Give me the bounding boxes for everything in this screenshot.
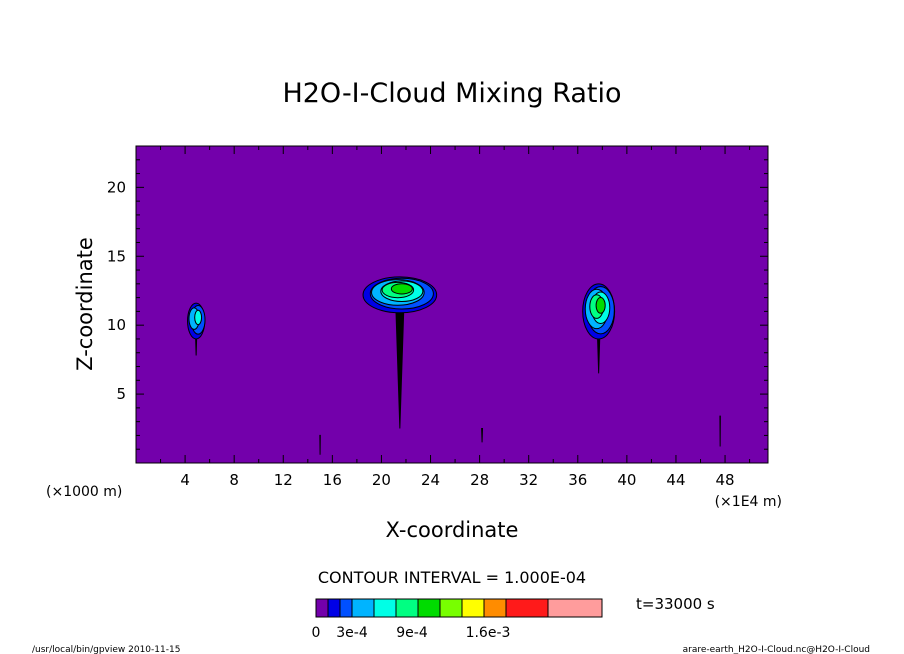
colorbar-label-0: 0 — [312, 625, 321, 641]
colorbar-swatch-6 — [417, 598, 441, 618]
footer-left: /usr/local/bin/gpview 2010-11-15 — [32, 645, 180, 654]
colorbar-swatch-2 — [339, 598, 353, 618]
contour-interval-label: CONTOUR INTERVAL = 1.000E-04 — [318, 568, 586, 587]
colorbar-swatch-4 — [373, 598, 397, 618]
x-tick-label-1: 8 — [229, 471, 239, 489]
x-tick-label-8: 36 — [568, 471, 587, 489]
colorbar-swatch-9 — [483, 598, 507, 618]
colorbar-labels: 0 3e-4 9e-4 1.6e-3 — [312, 625, 511, 641]
colorbar-swatch-5 — [395, 598, 419, 618]
y-tick-label-1: 10 — [107, 316, 126, 334]
colorbar-swatch-0 — [315, 598, 329, 618]
colorbar-label-1: 3e-4 — [336, 625, 368, 641]
contour-features — [187, 276, 721, 455]
y-tick-label-3: 20 — [107, 178, 126, 196]
colorbar-swatch-1 — [327, 598, 341, 618]
colorbar-swatch-3 — [351, 598, 375, 618]
y-axis-ticks: 5 10 15 20 — [107, 159, 768, 450]
x-axis-label: X-coordinate — [386, 518, 519, 542]
x-tick-label-7: 32 — [519, 471, 538, 489]
colorbar-swatch-11 — [547, 598, 603, 618]
colorbar-label-3: 1.6e-3 — [466, 625, 511, 641]
x-tick-label-2: 12 — [274, 471, 293, 489]
chart-title: H2O-I-Cloud Mixing Ratio — [282, 78, 621, 109]
y-axis-label: Z-coordinate — [73, 237, 97, 371]
streak-e-stem — [481, 428, 484, 443]
x-tick-label-10: 44 — [666, 471, 685, 489]
x-tick-label-5: 24 — [421, 471, 440, 489]
cloud-b — [362, 276, 438, 429]
colorbar-label-2: 9e-4 — [396, 625, 428, 641]
y-tick-label-2: 15 — [107, 247, 126, 265]
colorbar-swatch-10 — [505, 598, 549, 618]
cloud-a-level-3 — [194, 309, 203, 326]
streak-e — [481, 428, 484, 443]
y-tick-label-0: 5 — [116, 385, 126, 403]
time-label: t=33000 s — [636, 595, 715, 613]
colorbar-swatch-7 — [439, 598, 463, 618]
x-tick-label-3: 16 — [323, 471, 342, 489]
colorbar-swatch-8 — [461, 598, 485, 618]
x-tick-label-9: 40 — [617, 471, 636, 489]
cloud-a — [187, 302, 206, 356]
x-unit-right: (×1E4 m) — [715, 494, 782, 510]
cloud-b-level-5 — [390, 283, 413, 295]
colorbar — [315, 598, 603, 618]
footer-right: arare-earth_H2O-I-Cloud.nc@H2O-I-Cloud — [683, 645, 870, 654]
x-tick-label-0: 4 — [180, 471, 190, 489]
x-tick-label-6: 28 — [470, 471, 489, 489]
x-tick-label-4: 20 — [372, 471, 391, 489]
cloud-c — [582, 283, 616, 374]
x-unit-left: (×1000 m) — [46, 484, 122, 500]
plot-background — [135, 145, 769, 464]
cloud-c-level-5 — [595, 297, 606, 314]
x-tick-label-11: 48 — [716, 471, 735, 489]
x-axis-ticks: 4 8 12 16 20 24 28 32 36 40 44 48 — [160, 146, 751, 489]
